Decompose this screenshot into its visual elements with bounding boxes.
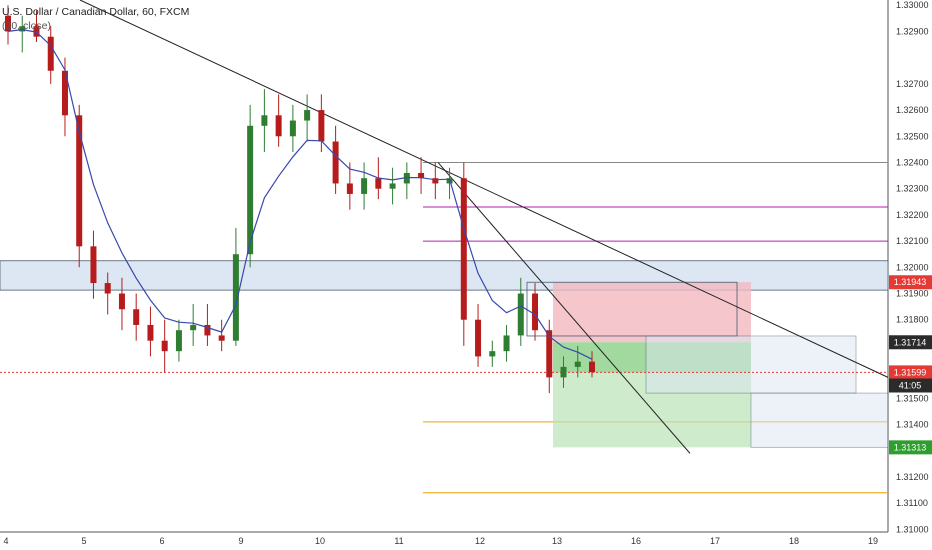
range-box-2 xyxy=(645,335,857,394)
price-tick-label: 1.32400 xyxy=(896,157,929,167)
candle-body xyxy=(560,366,567,378)
candle-body xyxy=(403,172,410,184)
time-tick-label: 13 xyxy=(552,536,562,546)
moving-average-line xyxy=(7,28,593,360)
candle-body xyxy=(589,361,595,373)
price-tag xyxy=(889,275,932,290)
price-tag xyxy=(889,378,932,393)
stop-loss-box xyxy=(553,282,751,343)
candle-body xyxy=(375,178,382,189)
candle-body xyxy=(5,15,11,32)
price-tick-label: 1.32700 xyxy=(896,79,929,89)
candle-body xyxy=(247,125,254,255)
candle-body xyxy=(147,324,154,341)
candle-body xyxy=(346,183,353,194)
price-tick-label: 1.31100 xyxy=(896,498,928,508)
candle-body xyxy=(489,351,496,357)
price-tick-label: 1.31000 xyxy=(896,524,929,534)
candle-body xyxy=(503,335,510,352)
candle-body xyxy=(90,246,97,284)
candle-body xyxy=(574,361,581,367)
candle-body xyxy=(475,319,482,357)
price-tick-label: 1.32500 xyxy=(896,131,929,141)
price-tick-label: 1.31500 xyxy=(896,393,929,403)
range-box-3 xyxy=(750,392,889,448)
trend-line-upper xyxy=(79,0,889,378)
trend-line-lower xyxy=(437,162,691,454)
price-tick-label: 1.32000 xyxy=(896,262,929,272)
candle-body xyxy=(318,110,325,142)
candle-body xyxy=(61,70,68,116)
candle-body xyxy=(232,254,239,341)
time-tick-label: 5 xyxy=(81,536,86,546)
price-tag-label: 41:05 xyxy=(899,381,922,391)
price-tag-label: 1.31943 xyxy=(894,277,927,287)
candle-body xyxy=(133,309,140,325)
support-zone xyxy=(0,260,889,291)
candle-body xyxy=(118,293,125,310)
time-tick-label: 12 xyxy=(475,536,485,546)
candle-body xyxy=(161,340,168,352)
price-tick-label: 1.32900 xyxy=(896,26,929,36)
price-tag-label: 1.31714 xyxy=(894,337,927,347)
candle-body xyxy=(517,293,524,336)
time-tick-label: 4 xyxy=(3,536,8,546)
candle-body xyxy=(261,115,268,126)
price-tick-label: 1.31800 xyxy=(896,315,929,325)
candle-body xyxy=(104,283,111,294)
price-tick-label: 1.32200 xyxy=(896,210,929,220)
candle-body xyxy=(361,178,368,194)
price-tick-label: 1.31400 xyxy=(896,420,929,430)
candle-body xyxy=(175,330,182,352)
price-tag xyxy=(889,335,932,350)
price-tag-label: 1.31599 xyxy=(894,367,927,377)
candle-body xyxy=(460,178,467,320)
candle-body xyxy=(418,172,425,179)
price-tick-label: 1.32600 xyxy=(896,105,929,115)
candle-body xyxy=(432,178,439,184)
candle-body xyxy=(275,115,282,137)
time-tick-label: 10 xyxy=(315,536,325,546)
price-tick-label: 1.31900 xyxy=(896,289,929,299)
price-tag xyxy=(889,440,932,455)
time-tick-label: 16 xyxy=(631,536,641,546)
candle-body xyxy=(190,324,197,331)
time-tick-label: 19 xyxy=(868,536,878,546)
time-tick-label: 17 xyxy=(710,536,720,546)
price-tag xyxy=(889,365,932,380)
candle-body xyxy=(532,293,539,331)
candle-body xyxy=(204,324,211,336)
time-tick-label: 6 xyxy=(159,536,164,546)
candle-body xyxy=(289,120,296,137)
price-tag-label: 1.31313 xyxy=(894,442,927,452)
time-tick-label: 18 xyxy=(789,536,799,546)
indicator-label: (30, close) xyxy=(2,20,52,32)
candle-body xyxy=(546,330,553,378)
candle-body xyxy=(47,36,54,71)
candle-body xyxy=(218,335,225,341)
price-tick-label: 1.33000 xyxy=(896,0,929,10)
time-tick-label: 9 xyxy=(238,536,243,546)
price-tick-label: 1.32300 xyxy=(896,184,929,194)
price-tick-label: 1.32100 xyxy=(896,236,929,246)
price-tick-label: 1.31200 xyxy=(896,472,929,482)
candle-body xyxy=(304,110,311,121)
candle-body xyxy=(389,183,396,189)
chart-legend: U.S. Dollar / Canadian Dollar, 60, FXCM … xyxy=(2,5,189,33)
candle-body xyxy=(19,26,26,32)
candle-body xyxy=(76,115,83,247)
candle-body xyxy=(332,141,339,184)
time-tick-label: 11 xyxy=(394,536,403,546)
symbol-title: U.S. Dollar / Canadian Dollar, 60, FXCM xyxy=(2,6,190,18)
candle-body xyxy=(33,26,40,37)
